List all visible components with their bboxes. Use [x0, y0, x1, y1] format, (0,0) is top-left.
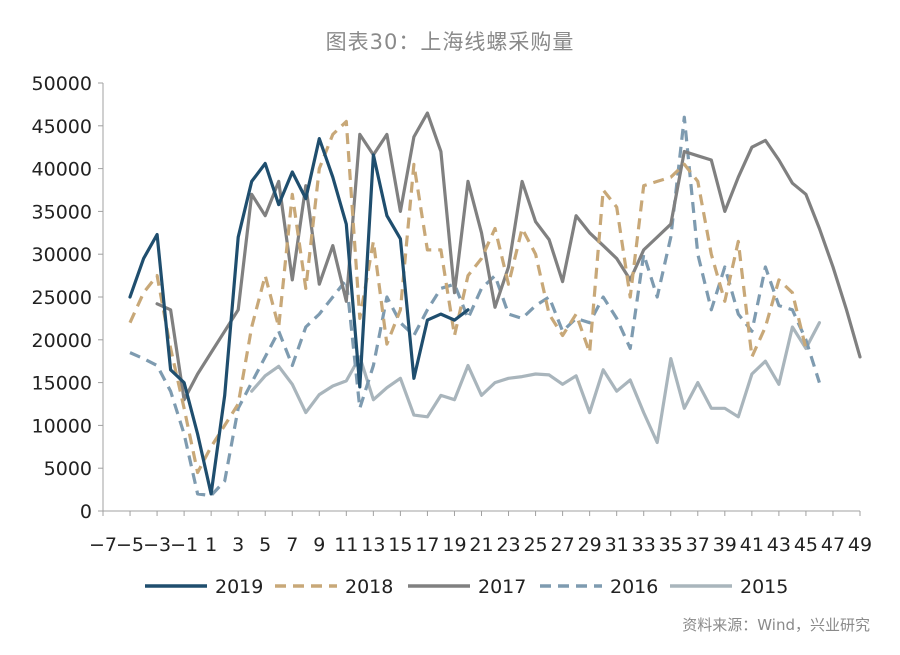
y-tick-label: 35000	[32, 201, 92, 223]
source-note: 资料来源：Wind，兴业研究	[682, 616, 870, 634]
series-line-2019	[128, 137, 470, 496]
legend: 2019 2018 2017 2016 2015	[145, 576, 788, 598]
series-line-2016	[129, 115, 821, 498]
legend-label-2016: 2016	[610, 576, 658, 598]
legend-label-2019: 2019	[215, 576, 263, 598]
x-tick-label: 5	[259, 534, 271, 556]
x-tick-label: 19	[442, 534, 466, 556]
series-2019	[128, 137, 470, 496]
x-tick-label: −1	[170, 534, 198, 556]
x-tick-label: 7	[286, 534, 298, 556]
x-tick-label: 23	[496, 534, 520, 556]
series-layer	[128, 111, 862, 498]
x-tick-label: −3	[143, 534, 171, 556]
x-tick-label: 11	[334, 534, 358, 556]
series-2018	[128, 119, 808, 475]
x-tick-label: 31	[605, 534, 629, 556]
x-tick-label: 9	[313, 534, 325, 556]
x-tick-label: 17	[415, 534, 439, 556]
x-tick-label: 3	[232, 534, 244, 556]
series-line-2018	[128, 119, 808, 475]
legend-label-2017: 2017	[478, 576, 526, 598]
series-2016	[129, 115, 821, 498]
x-tick-label: 29	[578, 534, 602, 556]
x-tick-label: 49	[848, 534, 872, 556]
y-tick-label: 45000	[32, 116, 92, 138]
x-tick-label: 43	[767, 534, 791, 556]
x-tick-label: 41	[740, 534, 764, 556]
series-2017	[155, 111, 862, 402]
x-tick-label: −5	[116, 534, 144, 556]
x-tick-label: 25	[523, 534, 547, 556]
y-tick-label: 0	[80, 501, 92, 523]
x-tick-label: 37	[686, 534, 710, 556]
legend-label-2015: 2015	[740, 576, 788, 598]
y-tick-label: 15000	[32, 373, 92, 395]
y-tick-label: 30000	[32, 244, 92, 266]
series-line-2017	[155, 111, 862, 402]
series-2015	[250, 321, 822, 445]
x-tick-label: 21	[469, 534, 493, 556]
x-tick-label: 1	[205, 534, 217, 556]
y-tick-label: 5000	[44, 458, 92, 480]
x-tick-label: 35	[659, 534, 683, 556]
axes: 0 5000 10000 15000 20000 25000 30000 35000 40000…	[32, 73, 873, 556]
x-tick-label: 15	[388, 534, 412, 556]
y-tick-label: 50000	[32, 73, 92, 95]
y-tick-label: 10000	[32, 415, 92, 437]
y-tick-label: 40000	[32, 159, 92, 181]
x-tick-label: 33	[632, 534, 656, 556]
legend-label-2018: 2018	[345, 576, 393, 598]
x-tick-label: 45	[794, 534, 818, 556]
x-tick-label: 47	[821, 534, 845, 556]
chart-title: 图表30：上海线螺采购量	[325, 30, 575, 54]
x-tick-label: −7	[89, 534, 117, 556]
x-tick-label: 13	[361, 534, 385, 556]
y-tick-label: 20000	[32, 330, 92, 352]
x-tick-label: 27	[551, 534, 575, 556]
x-tick-label: 39	[713, 534, 737, 556]
series-line-2015	[250, 321, 822, 445]
y-tick-label: 25000	[32, 287, 92, 309]
